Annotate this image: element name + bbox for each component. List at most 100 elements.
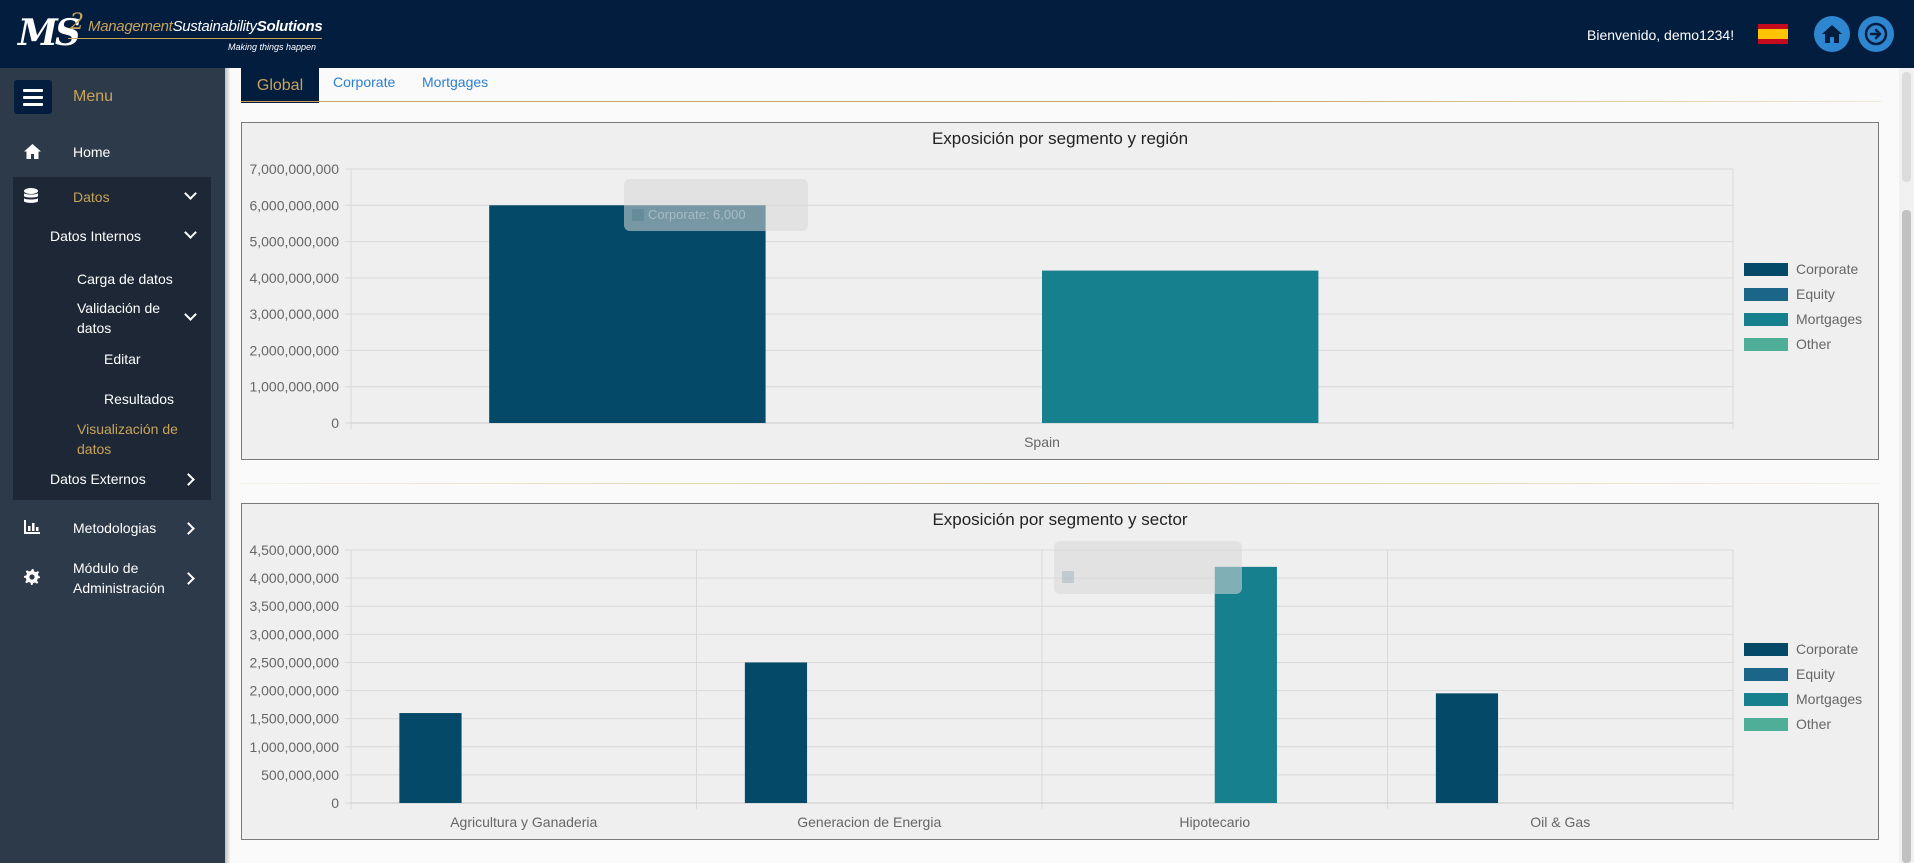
menu-toggle-button[interactable] [14, 80, 52, 114]
tab-global[interactable]: Global [241, 68, 319, 103]
logo-ms: MS [18, 12, 81, 54]
y-tick-label: 3,000,000,000 [249, 626, 339, 642]
chart-title: Exposición por segmento y región [931, 129, 1189, 148]
logo-company-name: ManagementSustainabilitySolutions [88, 18, 323, 35]
sidebar-item-datos[interactable]: Datos [0, 185, 225, 211]
legend-swatch [1744, 693, 1788, 706]
y-tick-label: 4,000,000,000 [249, 570, 339, 586]
spain-flag-icon[interactable] [1758, 24, 1788, 44]
sidebar: Menu Home Datos Datos Internos Carga de … [0, 68, 225, 863]
legend-swatch [1744, 288, 1788, 301]
y-tick-label: 0 [331, 415, 339, 431]
bar-corporate [744, 662, 808, 803]
x-tick-label: Agricultura y Ganaderia [450, 814, 597, 830]
database-icon [24, 188, 38, 203]
chevron-right-icon [182, 522, 195, 535]
gear-icon [24, 569, 40, 585]
logo-word-sustainability: Sustainability [172, 18, 257, 35]
bar-corporate [489, 205, 766, 423]
sidebar-item-carga-de-datos[interactable]: Carga de datos [77, 271, 173, 287]
y-tick-label: 3,000,000,000 [249, 306, 339, 322]
chart-icon [24, 520, 40, 534]
chevron-down-icon [184, 187, 197, 200]
chart-title: Exposición por segmento y sector [932, 510, 1188, 529]
legend-label: Equity [1796, 286, 1835, 302]
sidebar-item-label: Validación de datos [77, 300, 161, 336]
welcome-message: Bienvenido, demo1234! [1587, 27, 1735, 43]
sidebar-item-metodologias[interactable]: Metodologias [0, 516, 225, 540]
y-tick-label: 4,000,000,000 [249, 270, 339, 286]
chart-tooltip [1054, 541, 1242, 594]
bar-mortgages [1214, 566, 1277, 803]
tabs-underline [241, 101, 1881, 102]
logout-button[interactable] [1858, 16, 1894, 52]
bar-corporate [399, 713, 462, 803]
tooltip-text: Corporate: 6,000 [648, 207, 746, 222]
x-tick-label: Oil & Gas [1530, 814, 1590, 830]
x-tick-label: Generacion de Energia [797, 814, 941, 830]
chart-panel-region: Exposición por segmento y región 0 1,000,… [241, 122, 1879, 460]
logo-divider-line [68, 38, 322, 39]
sidebar-item-validacion[interactable]: Validación de datos [0, 298, 225, 340]
home-icon [24, 144, 41, 159]
y-tick-label: 6,000,000,000 [249, 197, 339, 213]
chevron-down-icon [184, 226, 197, 239]
legend-label: Mortgages [1796, 691, 1863, 707]
y-tick-label: 1,000,000,000 [249, 739, 339, 755]
sidebar-item-home[interactable]: Home [0, 140, 225, 166]
x-tick-label: Spain [1024, 434, 1060, 450]
sidebar-item-resultados[interactable]: Resultados [104, 391, 175, 407]
legend-swatch [1744, 643, 1788, 656]
y-tick-label: 1,000,000,000 [249, 379, 339, 395]
legend-label: Mortgages [1796, 311, 1863, 327]
sidebar-shadow [225, 68, 231, 863]
y-tick-label: 2,000,000,000 [249, 683, 339, 699]
sidebar-item-datos-externos[interactable]: Datos Externos [0, 468, 225, 492]
chevron-right-icon [182, 473, 195, 486]
sidebar-item-editar[interactable]: Editar [104, 351, 141, 367]
legend-label: Equity [1796, 666, 1835, 682]
menu-title: Menu [73, 88, 114, 105]
logo-word-solutions: Solutions [256, 18, 323, 35]
house-icon [1822, 25, 1842, 43]
chart-exposicion-region: 0 1,000,000,000 2,000,000,000 3,000,000,000… [249, 161, 1734, 450]
legend-swatch [1744, 263, 1788, 276]
legend-swatch [1744, 668, 1788, 681]
top-navbar: MS 2 ManagementSustainabilitySolutions M… [0, 0, 1914, 68]
sidebar-item-label: Datos Externos [50, 471, 146, 487]
logo-word-management: Management [88, 18, 173, 35]
sidebar-item-datos-internos[interactable]: Datos Internos [0, 226, 225, 250]
bar-corporate [1435, 693, 1499, 803]
bar-mortgages [1042, 270, 1319, 423]
chart-tooltip: Corporate: 6,000 [624, 179, 808, 231]
chevron-down-icon [184, 308, 197, 321]
chart-exposicion-sector: 0 500,000,000 1,000,000,000 1,500,000,000 2,… [249, 542, 1734, 830]
legend-label: Other [1796, 716, 1832, 732]
y-tick-label: 0 [331, 795, 339, 811]
y-tick-label: 5,000,000,000 [249, 234, 339, 250]
scrollbar-thumb[interactable] [1902, 210, 1911, 863]
sidebar-item-visualizacion[interactable]: Visualización de datos [77, 421, 178, 457]
logout-icon [1864, 22, 1888, 46]
y-tick-label: 500,000,000 [261, 767, 339, 783]
logo-superscript: 2 [70, 10, 84, 35]
chart-panel-sector: Exposición por segmento y sector 0 500,00… [241, 503, 1879, 840]
sidebar-item-label: Módulo de Administración [73, 560, 165, 596]
chevron-right-icon [182, 572, 195, 585]
y-tick-label: 2,000,000,000 [249, 342, 339, 358]
y-tick-label: 7,000,000,000 [249, 161, 339, 177]
home-button[interactable] [1814, 16, 1850, 52]
legend-swatch [1744, 313, 1788, 326]
sidebar-item-modulo-administracion[interactable]: Módulo de Administración [0, 558, 225, 600]
y-tick-label: 1,500,000,000 [249, 711, 339, 727]
legend-label: Corporate [1796, 641, 1859, 657]
sidebar-item-label: Datos Internos [50, 228, 142, 244]
y-tick-label: 3,500,000,000 [249, 598, 339, 614]
datos-submenu [13, 177, 211, 500]
legend-swatch [1744, 338, 1788, 351]
tab-mortgages[interactable]: Mortgages [422, 74, 489, 90]
sidebar-item-label: Metodologias [73, 520, 157, 536]
section-divider [241, 483, 1881, 484]
tab-corporate[interactable]: Corporate [333, 74, 396, 90]
legend-swatch [1744, 718, 1788, 731]
